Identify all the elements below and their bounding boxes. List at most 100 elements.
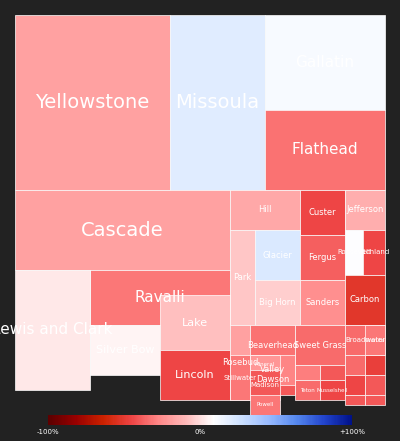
Bar xyxy=(295,365,320,380)
Text: Granite: Granite xyxy=(365,337,385,343)
Text: Park: Park xyxy=(233,273,252,282)
Text: Hill: Hill xyxy=(258,206,272,214)
Bar xyxy=(80,415,81,425)
Bar xyxy=(179,415,180,425)
Bar xyxy=(126,415,128,425)
Bar xyxy=(94,415,96,425)
Bar xyxy=(160,350,230,400)
Bar xyxy=(213,415,214,425)
Bar xyxy=(309,415,310,425)
Bar xyxy=(178,415,179,425)
Bar xyxy=(145,415,146,425)
Bar xyxy=(148,415,149,425)
Bar xyxy=(150,415,151,425)
Bar xyxy=(327,415,328,425)
Bar xyxy=(322,415,324,425)
Bar xyxy=(187,415,188,425)
Bar xyxy=(56,415,58,425)
Bar xyxy=(301,415,302,425)
Bar xyxy=(200,415,201,425)
Bar xyxy=(120,415,122,425)
Bar xyxy=(221,415,222,425)
Bar xyxy=(164,415,166,425)
Text: +100%: +100% xyxy=(339,429,365,435)
Bar xyxy=(146,415,148,425)
Bar xyxy=(232,415,233,425)
Text: Silver Bow: Silver Bow xyxy=(96,345,154,355)
Bar xyxy=(272,415,274,425)
Bar xyxy=(78,415,79,425)
Bar xyxy=(167,415,168,425)
Text: Stillwater: Stillwater xyxy=(224,374,256,381)
Bar xyxy=(170,415,172,425)
Bar xyxy=(90,415,91,425)
Bar xyxy=(141,415,142,425)
Bar xyxy=(85,415,86,425)
Bar xyxy=(339,415,340,425)
Bar xyxy=(365,375,385,395)
Bar xyxy=(204,415,205,425)
Bar xyxy=(275,415,276,425)
Text: Powell: Powell xyxy=(256,403,274,407)
Bar xyxy=(257,415,258,425)
Bar xyxy=(226,415,227,425)
Bar xyxy=(193,415,194,425)
Bar xyxy=(134,415,135,425)
Bar xyxy=(239,415,240,425)
Bar xyxy=(242,415,243,425)
Bar xyxy=(201,415,202,425)
Bar xyxy=(212,415,213,425)
Bar xyxy=(181,415,182,425)
Bar xyxy=(363,230,385,275)
Bar xyxy=(252,415,254,425)
Bar xyxy=(230,415,231,425)
Bar xyxy=(160,415,161,425)
Bar xyxy=(314,415,315,425)
Bar xyxy=(122,415,123,425)
Bar xyxy=(214,415,216,425)
Text: Ravalli: Ravalli xyxy=(135,290,185,305)
Text: Carbon: Carbon xyxy=(350,295,380,304)
Bar xyxy=(176,415,178,425)
Text: Yellowstone: Yellowstone xyxy=(35,93,150,112)
Bar xyxy=(143,415,144,425)
Bar xyxy=(230,190,300,230)
Bar xyxy=(62,415,64,425)
Bar xyxy=(255,230,300,280)
Bar xyxy=(340,415,341,425)
Bar xyxy=(294,415,295,425)
Bar xyxy=(320,415,321,425)
Bar xyxy=(118,415,119,425)
Bar xyxy=(217,415,218,425)
Bar xyxy=(166,415,167,425)
Bar xyxy=(84,415,85,425)
Bar xyxy=(264,415,265,425)
Bar xyxy=(230,230,255,325)
Bar xyxy=(183,415,184,425)
Bar xyxy=(73,415,74,425)
Bar xyxy=(326,415,327,425)
Bar xyxy=(260,415,262,425)
Bar xyxy=(218,415,219,425)
Bar xyxy=(104,415,105,425)
Bar xyxy=(182,415,183,425)
Text: Lincoln: Lincoln xyxy=(175,370,215,380)
Bar xyxy=(154,415,155,425)
Bar xyxy=(100,415,102,425)
Text: Teton: Teton xyxy=(300,388,315,392)
Bar xyxy=(318,415,319,425)
Bar xyxy=(331,415,332,425)
Bar xyxy=(67,415,68,425)
Text: Mineral: Mineral xyxy=(255,363,275,367)
Text: Valley: Valley xyxy=(260,366,285,374)
Bar xyxy=(306,415,307,425)
Bar xyxy=(345,190,385,230)
Bar xyxy=(105,415,106,425)
Text: Dawson: Dawson xyxy=(256,375,289,385)
Bar xyxy=(196,415,198,425)
Bar xyxy=(290,415,292,425)
Bar xyxy=(335,415,336,425)
Bar xyxy=(61,415,62,425)
Bar xyxy=(230,325,250,400)
Bar xyxy=(124,415,125,425)
